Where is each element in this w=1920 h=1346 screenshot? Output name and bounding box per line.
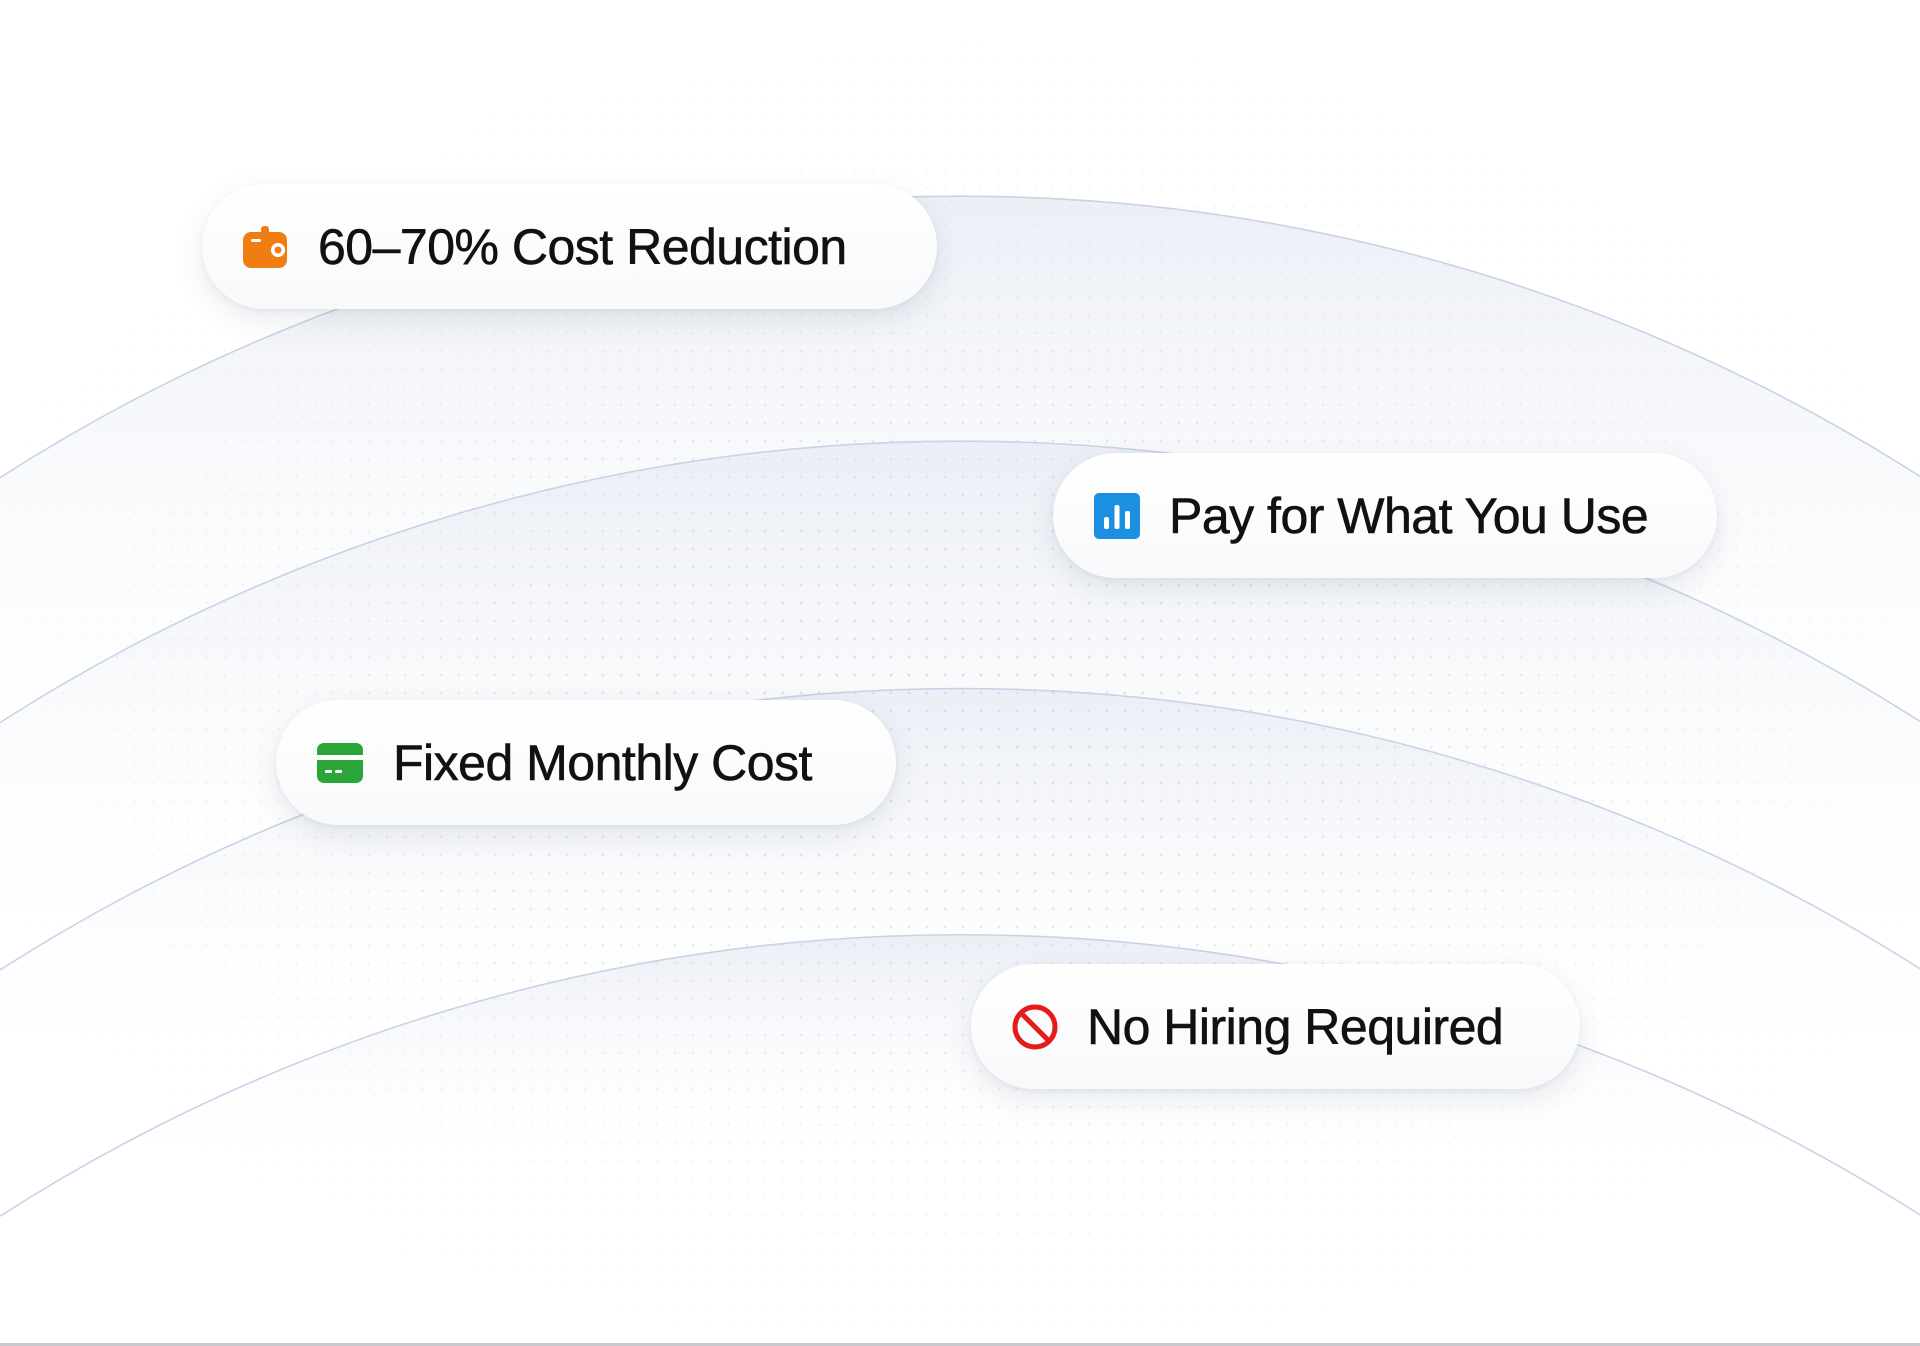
divider [0,1343,1920,1346]
pill-pay-per-use: Pay for What You Use [1053,453,1717,578]
pill-fixed-monthly-cost: Fixed Monthly Cost [276,700,896,825]
pill-label: No Hiring Required [1087,998,1504,1055]
prohibited-icon [1011,1003,1059,1051]
bar-chart-icon [1093,492,1141,540]
pill-cost-reduction: 60–70% Cost Reduction [202,184,937,309]
pill-no-hiring: No Hiring Required [971,964,1580,1089]
credit-card-icon [316,739,364,787]
wallet-icon [241,223,289,271]
pill-label: 60–70% Cost Reduction [318,218,848,275]
pill-label: Fixed Monthly Cost [393,734,813,791]
pill-label: Pay for What You Use [1169,487,1649,544]
